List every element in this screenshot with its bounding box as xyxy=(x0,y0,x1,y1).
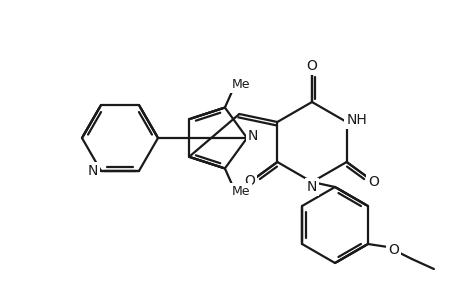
Text: Me: Me xyxy=(231,185,250,198)
Text: O: O xyxy=(367,175,378,189)
Text: O: O xyxy=(243,174,254,188)
Text: N: N xyxy=(88,164,98,178)
Text: O: O xyxy=(306,59,317,73)
Text: O: O xyxy=(388,243,398,257)
Text: N: N xyxy=(306,180,317,194)
Text: NH: NH xyxy=(346,113,366,127)
Text: Me: Me xyxy=(231,78,250,91)
Text: N: N xyxy=(247,129,257,143)
